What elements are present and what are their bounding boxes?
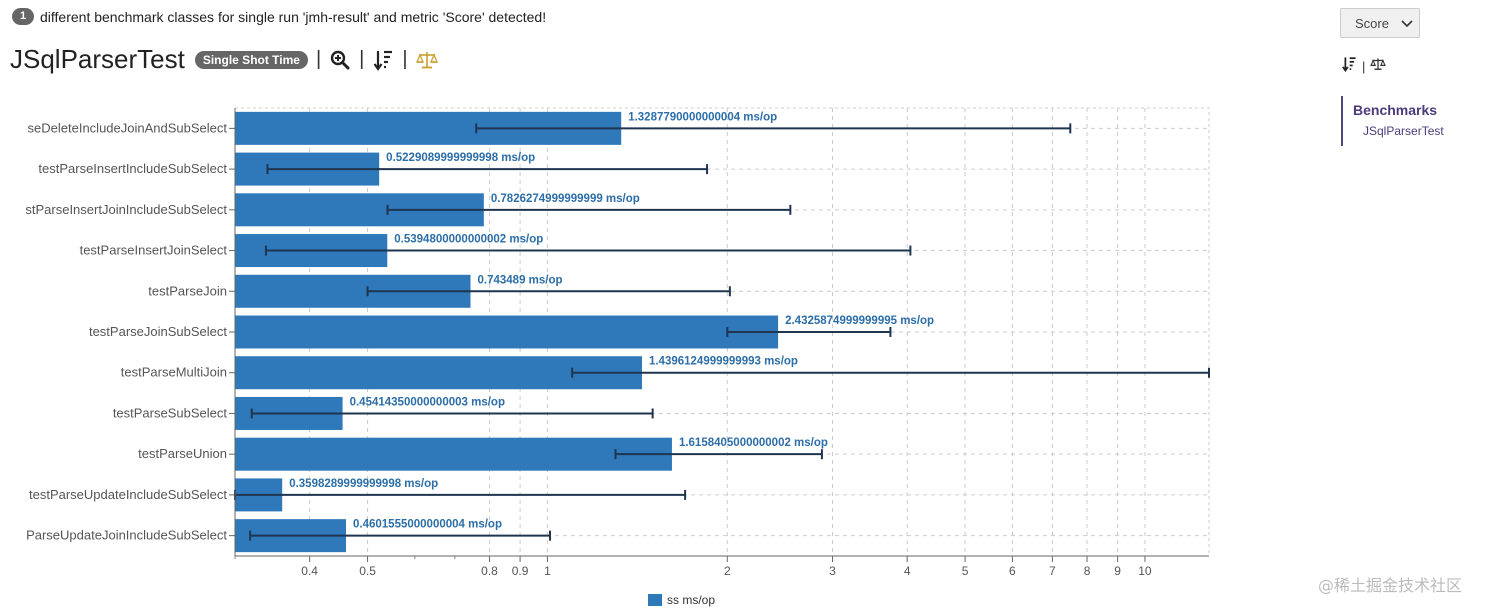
sort-icon[interactable]	[372, 49, 394, 71]
detection-notice: 1 different benchmark classes for single…	[12, 8, 546, 25]
legend-label: ss ms/op	[667, 593, 715, 607]
y-tick-label: testParseInsertJoinSelect	[80, 243, 228, 258]
metric-select[interactable]: Score	[1340, 8, 1420, 38]
separator: |	[315, 48, 322, 70]
side-toolbar: |	[1341, 56, 1387, 77]
y-tick-label: testParseSubSelect	[113, 405, 228, 420]
sort-icon[interactable]	[1341, 56, 1357, 77]
y-tick-label: seDeleteIncludeJoinAndSubSelect	[28, 120, 228, 135]
chevron-down-icon	[1401, 16, 1413, 31]
y-tick-label: stParseInsertJoinIncludeSubSelect	[25, 202, 227, 217]
data-label: 0.4601555000000004 ms/op	[353, 519, 502, 531]
balance-scale-icon[interactable]	[1370, 57, 1387, 76]
x-tick-label: 0.4	[301, 564, 318, 578]
x-tick-label: 6	[1009, 564, 1016, 578]
nav-item-jsqlparsertest[interactable]: JSqlParserTest	[1363, 124, 1444, 138]
y-tick-label: ParseUpdateJoinIncludeSubSelect	[26, 528, 227, 543]
x-tick-label: 4	[904, 564, 911, 578]
y-tick-label: testParseInsertIncludeSubSelect	[38, 161, 227, 176]
x-tick-label: 1	[544, 564, 551, 578]
x-tick-label: 10	[1138, 564, 1152, 578]
x-tick-label: 9	[1114, 564, 1121, 578]
y-tick-label: testParseMultiJoin	[121, 365, 227, 380]
page-header: JSqlParserTest Single Shot Time | | |	[10, 44, 438, 75]
data-label: 1.6158405000000002 ms/op	[679, 437, 828, 449]
data-label: 0.5394800000000002 ms/op	[394, 234, 543, 246]
page-title: JSqlParserTest	[10, 44, 185, 74]
zoom-in-icon[interactable]	[329, 49, 351, 71]
data-label: 0.3598289999999998 ms/op	[289, 478, 438, 490]
x-tick-label: 7	[1049, 564, 1056, 578]
data-label: 0.45414350000000003 ms/op	[350, 396, 505, 408]
benchmark-nav: Benchmarks JSqlParserTest	[1341, 96, 1444, 146]
balance-scale-icon[interactable]	[415, 49, 438, 71]
bar	[235, 437, 672, 471]
data-label: 0.7826274999999999 ms/op	[491, 193, 640, 205]
data-label: 1.4396124999999993 ms/op	[649, 356, 798, 368]
metric-select-value: Score	[1355, 15, 1389, 31]
separator: |	[1362, 59, 1366, 74]
watermark: @稀土掘金技术社区	[1318, 576, 1463, 595]
bar	[235, 315, 779, 349]
y-tick-label: testParseJoin	[148, 283, 227, 298]
notice-text: different benchmark classes for single r…	[40, 8, 547, 25]
data-label: 1.3287790000000004 ms/op	[628, 111, 777, 123]
data-label: 0.5229089999999998 ms/op	[386, 152, 535, 164]
separator: |	[402, 48, 408, 70]
data-label: 0.743489 ms/op	[478, 274, 563, 286]
y-tick-label: testParseUpdateIncludeSubSelect	[29, 487, 227, 502]
y-tick-label: testParseUnion	[138, 446, 227, 461]
mode-badge: Single Shot Time	[194, 50, 308, 69]
x-tick-label: 0.5	[359, 564, 376, 578]
x-tick-label: 3	[829, 564, 836, 578]
class-count-badge: 1	[12, 8, 34, 25]
metric-panel: Score	[1340, 8, 1500, 38]
legend-swatch	[648, 594, 662, 606]
data-label: 2.4325874999999995 ms/op	[785, 315, 934, 327]
x-tick-label: 0.9	[512, 564, 529, 578]
x-tick-label: 8	[1084, 564, 1091, 578]
separator: |	[359, 48, 365, 70]
benchmarks-heading: Benchmarks	[1353, 102, 1438, 118]
x-tick-label: 2	[724, 564, 731, 578]
x-tick-label: 0.8	[481, 564, 498, 578]
y-tick-label: testParseJoinSubSelect	[89, 324, 227, 339]
x-tick-label: 5	[962, 564, 969, 578]
